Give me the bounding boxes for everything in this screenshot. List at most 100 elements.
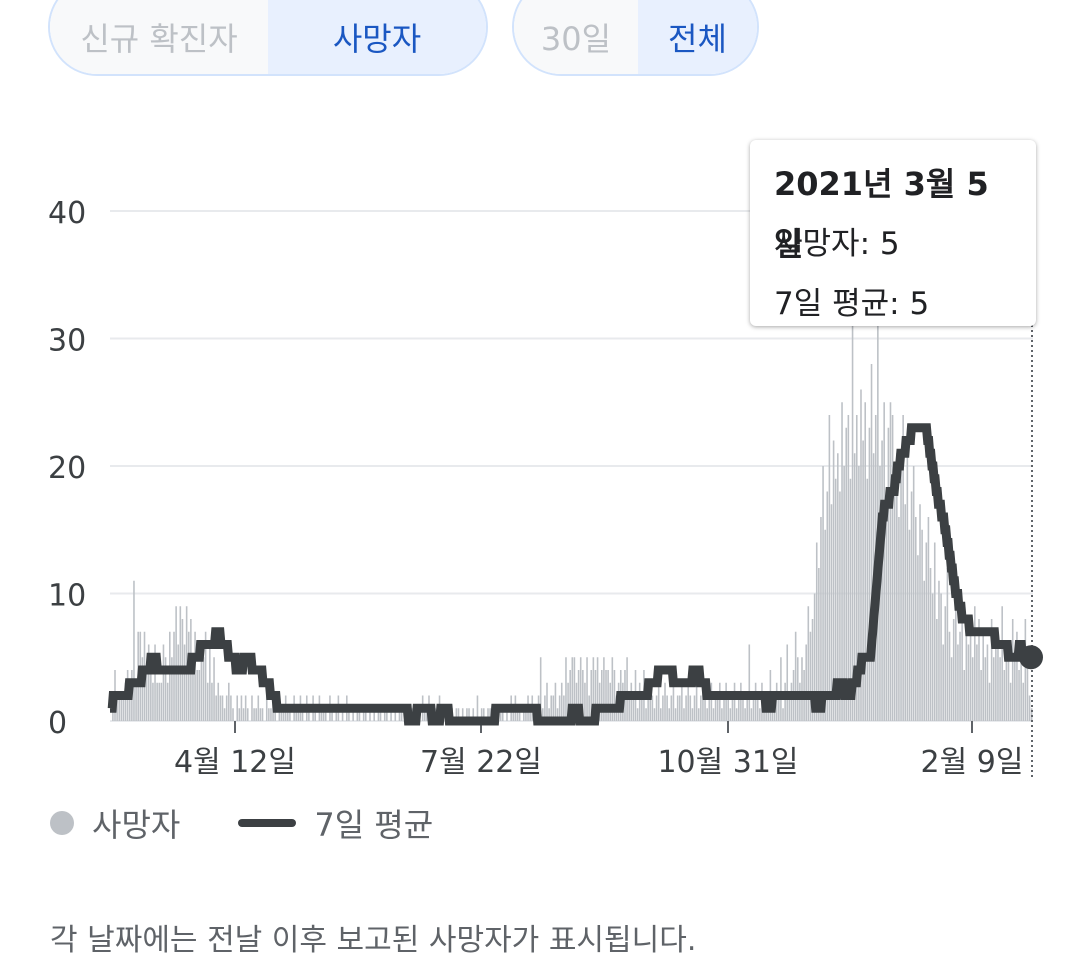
bar	[641, 695, 643, 721]
bar	[596, 657, 599, 721]
bar	[331, 708, 333, 721]
bar	[116, 695, 118, 721]
bar	[714, 695, 717, 721]
bar	[681, 682, 683, 721]
bar	[917, 555, 919, 721]
bar	[1011, 619, 1014, 721]
bar	[626, 657, 628, 721]
bar	[221, 695, 224, 721]
bar	[550, 695, 553, 721]
toggle-all[interactable]: 전체	[638, 0, 757, 74]
bar	[706, 708, 708, 721]
bar	[211, 682, 213, 721]
bar	[773, 708, 776, 721]
bar	[324, 708, 327, 721]
bar	[976, 644, 978, 721]
bar	[689, 695, 692, 721]
bar	[548, 708, 550, 721]
bar	[837, 453, 839, 721]
bar	[955, 593, 957, 721]
bar	[270, 708, 272, 721]
bar	[112, 708, 114, 721]
bar	[708, 695, 711, 721]
bar	[542, 708, 544, 721]
bar	[712, 708, 715, 721]
tooltip-avg: 7일 평균: 5	[774, 286, 930, 322]
bar	[733, 682, 736, 721]
bar	[571, 657, 574, 721]
bar	[204, 631, 207, 721]
bar	[853, 453, 856, 721]
bar	[1003, 670, 1006, 721]
toggle-30-days[interactable]: 30일	[514, 0, 638, 74]
bar	[997, 631, 999, 721]
bar	[194, 631, 196, 721]
x-axis-ticks: 4월 12일 7월 22일 10월 31일 2월 9일	[174, 721, 1023, 780]
bar	[893, 478, 896, 721]
bar	[594, 670, 597, 721]
bar	[912, 466, 915, 721]
bar	[784, 682, 786, 721]
bar	[147, 644, 150, 721]
bar	[213, 657, 215, 721]
bar	[860, 389, 862, 721]
legend-line-swatch	[238, 819, 297, 827]
bar	[849, 478, 852, 721]
bar	[154, 644, 156, 721]
bar	[1014, 657, 1016, 721]
bar	[919, 504, 921, 721]
bar	[472, 708, 475, 721]
bar	[1030, 708, 1033, 721]
bar	[796, 657, 799, 721]
bar	[678, 695, 681, 721]
bar	[563, 695, 565, 721]
legend-bar-label: 사망자	[92, 806, 181, 844]
bar	[282, 708, 285, 721]
bar	[756, 695, 759, 721]
bar	[794, 631, 797, 721]
bar	[729, 708, 732, 721]
tooltip-deaths: 사망자: 5	[774, 226, 900, 262]
bar	[573, 657, 576, 721]
bar	[390, 708, 392, 721]
bar	[632, 695, 635, 721]
bar	[525, 708, 527, 721]
bar	[183, 644, 186, 721]
bar	[868, 427, 871, 721]
toggle-new-cases[interactable]: 신규 확진자	[50, 0, 268, 74]
bar	[687, 682, 689, 721]
bar	[423, 708, 426, 721]
bar	[636, 708, 639, 721]
bar	[219, 695, 222, 721]
bar	[246, 708, 249, 721]
bar	[653, 708, 656, 721]
bar	[141, 657, 144, 721]
bar	[921, 529, 923, 721]
bar	[1022, 682, 1025, 721]
toggle-deaths[interactable]: 사망자	[268, 0, 486, 74]
bar	[940, 593, 942, 721]
bar	[124, 682, 127, 721]
bar	[257, 695, 260, 721]
bar	[775, 682, 778, 721]
bar	[904, 504, 907, 721]
deaths-chart[interactable]: 0 10 20 30 40 4월 12일 7월 22일 10월 31일 2월 9일	[0, 0, 1080, 800]
bar	[931, 593, 934, 721]
bar	[855, 415, 858, 721]
bar	[999, 657, 1001, 721]
bar	[377, 708, 380, 721]
bar	[927, 517, 930, 721]
bar	[685, 695, 687, 721]
bar	[232, 708, 234, 721]
bar	[364, 708, 367, 721]
bar	[577, 670, 580, 721]
bar	[308, 708, 310, 721]
bar	[740, 682, 742, 721]
bar	[289, 708, 291, 721]
bar	[118, 695, 121, 721]
bar	[980, 670, 982, 721]
bar	[518, 708, 521, 721]
bar	[986, 644, 989, 721]
bar	[822, 466, 824, 721]
bar	[487, 708, 489, 721]
